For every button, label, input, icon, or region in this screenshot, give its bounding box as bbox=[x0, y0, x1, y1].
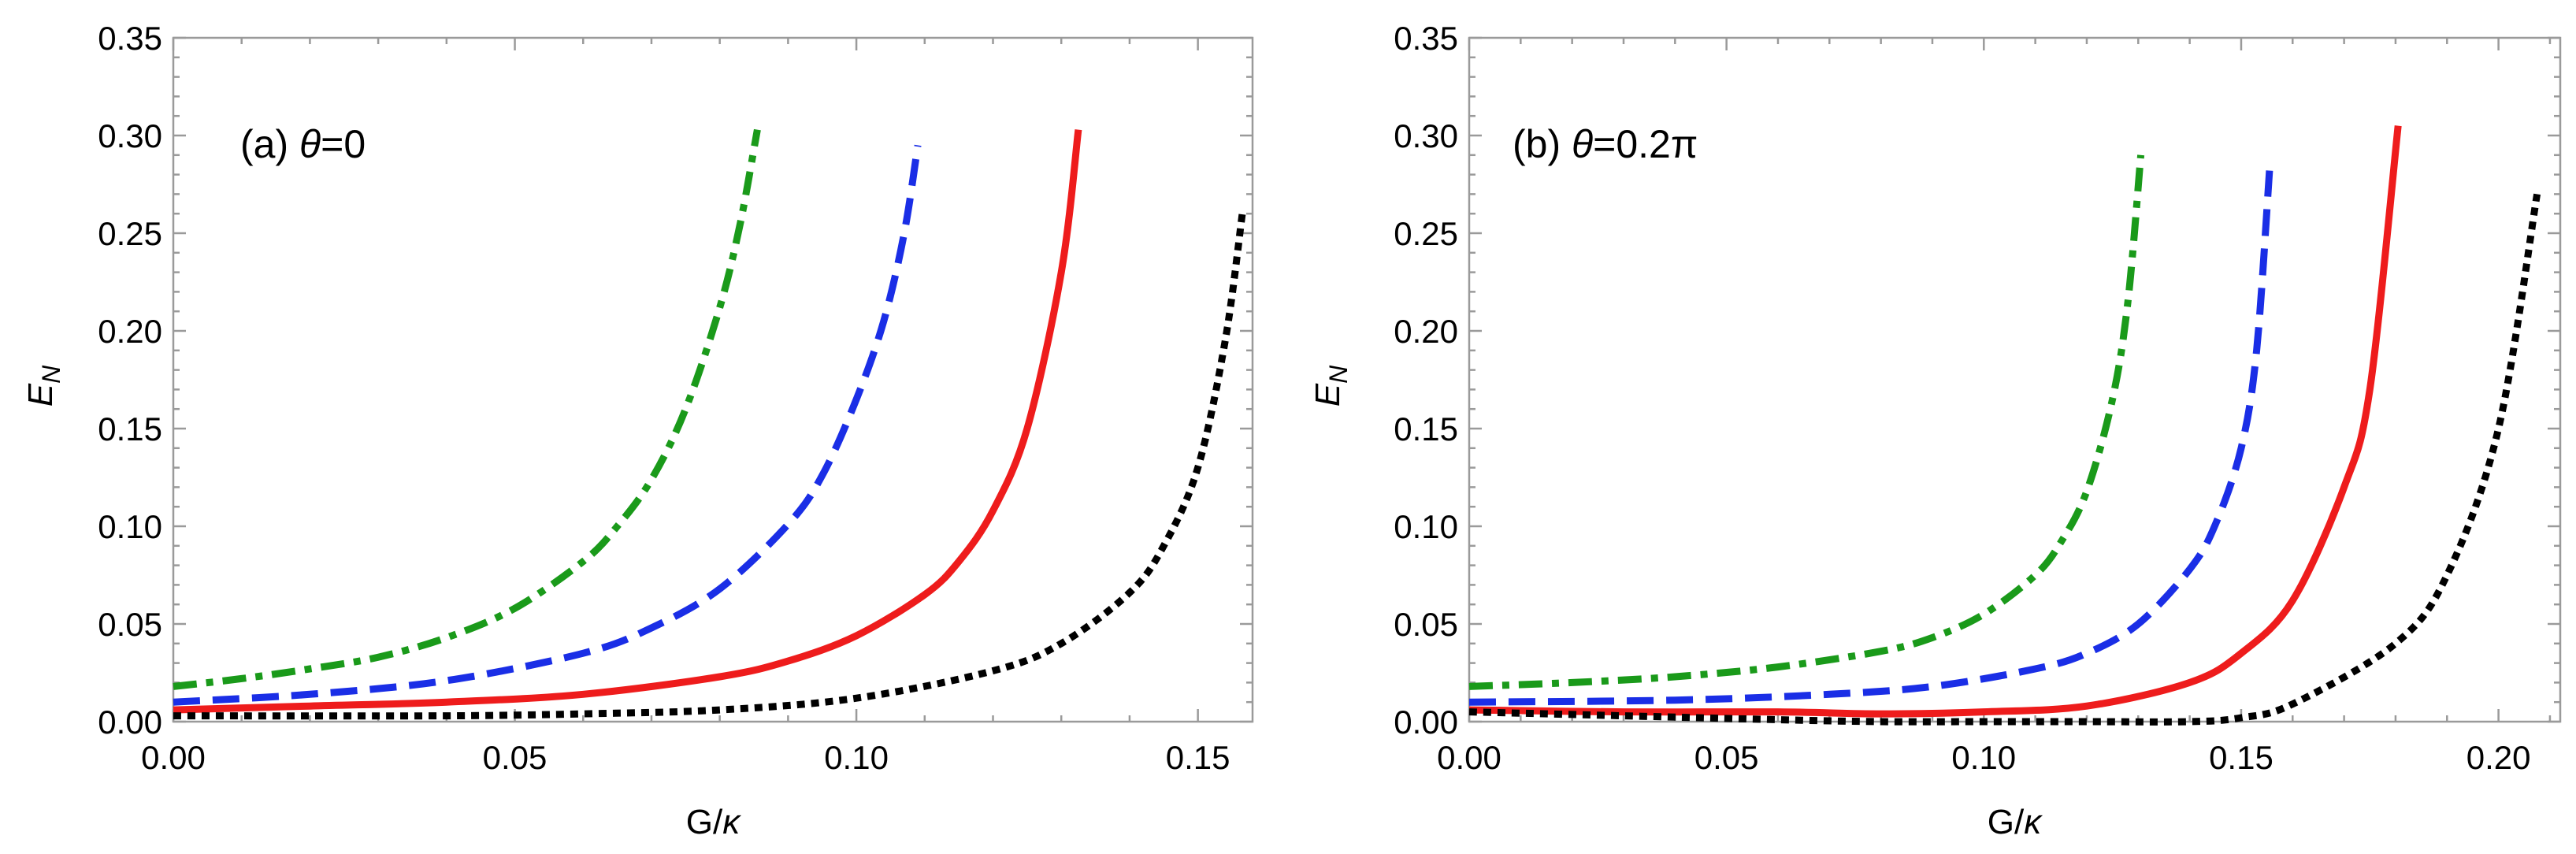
y-tick-label: 0.15 bbox=[98, 410, 162, 447]
series-b bbox=[1468, 125, 2541, 726]
series-line-dashed bbox=[1468, 170, 2273, 706]
x-tick-label: 0.20 bbox=[2467, 739, 2531, 776]
panel-a: 0.00 0.05 0.10 0.15 0.20 0.25 0.30 0.35 0.00 0.05… bbox=[21, 20, 1254, 841]
y-tick-label: 0.35 bbox=[1394, 20, 1458, 57]
y-tick-label: 0.00 bbox=[98, 704, 162, 741]
y-tick-label: 0.00 bbox=[1394, 704, 1458, 741]
series-line-solid bbox=[1468, 125, 2402, 718]
x-axis-label-a: G/κ bbox=[686, 803, 741, 841]
y-tick-label: 0.30 bbox=[98, 117, 162, 154]
series-line-solid bbox=[173, 129, 1082, 714]
y-tick-label: 0.10 bbox=[98, 508, 162, 545]
series-line-dashdot bbox=[1468, 154, 2145, 690]
x-tick-label: 0.15 bbox=[1166, 739, 1230, 776]
panel-label-a: (a) θ=0 bbox=[240, 122, 366, 166]
series-line-dashed bbox=[173, 144, 922, 706]
x-tick-label: 0.05 bbox=[1694, 739, 1759, 776]
y-tick-label: 0.10 bbox=[1394, 508, 1458, 545]
panel-label-b: (b) θ=0.2π bbox=[1513, 122, 1698, 166]
y-tick-label: 0.20 bbox=[1394, 313, 1458, 350]
x-tick-label: 0.10 bbox=[1951, 739, 2016, 776]
x-axis-label-b: G/κ bbox=[1988, 803, 2043, 841]
series-a bbox=[173, 128, 1246, 720]
y-tick-label: 0.25 bbox=[98, 215, 162, 252]
x-tick-label: 0.05 bbox=[483, 739, 547, 776]
panel-b: 0.00 0.05 0.10 0.15 0.20 0.25 0.30 0.35 0.00 0.05… bbox=[1308, 20, 2562, 841]
x-tick-label: 0.00 bbox=[1437, 739, 1501, 776]
y-tick-label: 0.15 bbox=[1394, 410, 1458, 447]
series-line-dotted bbox=[1468, 193, 2541, 726]
y-tick-label: 0.05 bbox=[1394, 606, 1458, 643]
x-tick-label: 0.15 bbox=[2209, 739, 2273, 776]
series-line-dashdot bbox=[173, 128, 761, 690]
x-tick-label: 0.00 bbox=[141, 739, 206, 776]
y-axis-label-b: EN bbox=[1308, 365, 1353, 407]
y-tick-label: 0.20 bbox=[98, 313, 162, 350]
y-tick-label: 0.25 bbox=[1394, 215, 1458, 252]
y-axis-label-a: EN bbox=[21, 365, 65, 407]
series-line-dotted bbox=[173, 213, 1246, 720]
y-tick-label: 0.35 bbox=[98, 20, 162, 57]
ticks-a: 0.00 0.05 0.10 0.15 0.20 0.25 0.30 0.35 0.00 0.05… bbox=[98, 20, 1253, 776]
y-tick-label: 0.05 bbox=[98, 606, 162, 643]
x-tick-label: 0.10 bbox=[824, 739, 889, 776]
y-tick-label: 0.30 bbox=[1394, 117, 1458, 154]
plot-frame-a bbox=[172, 36, 1254, 723]
